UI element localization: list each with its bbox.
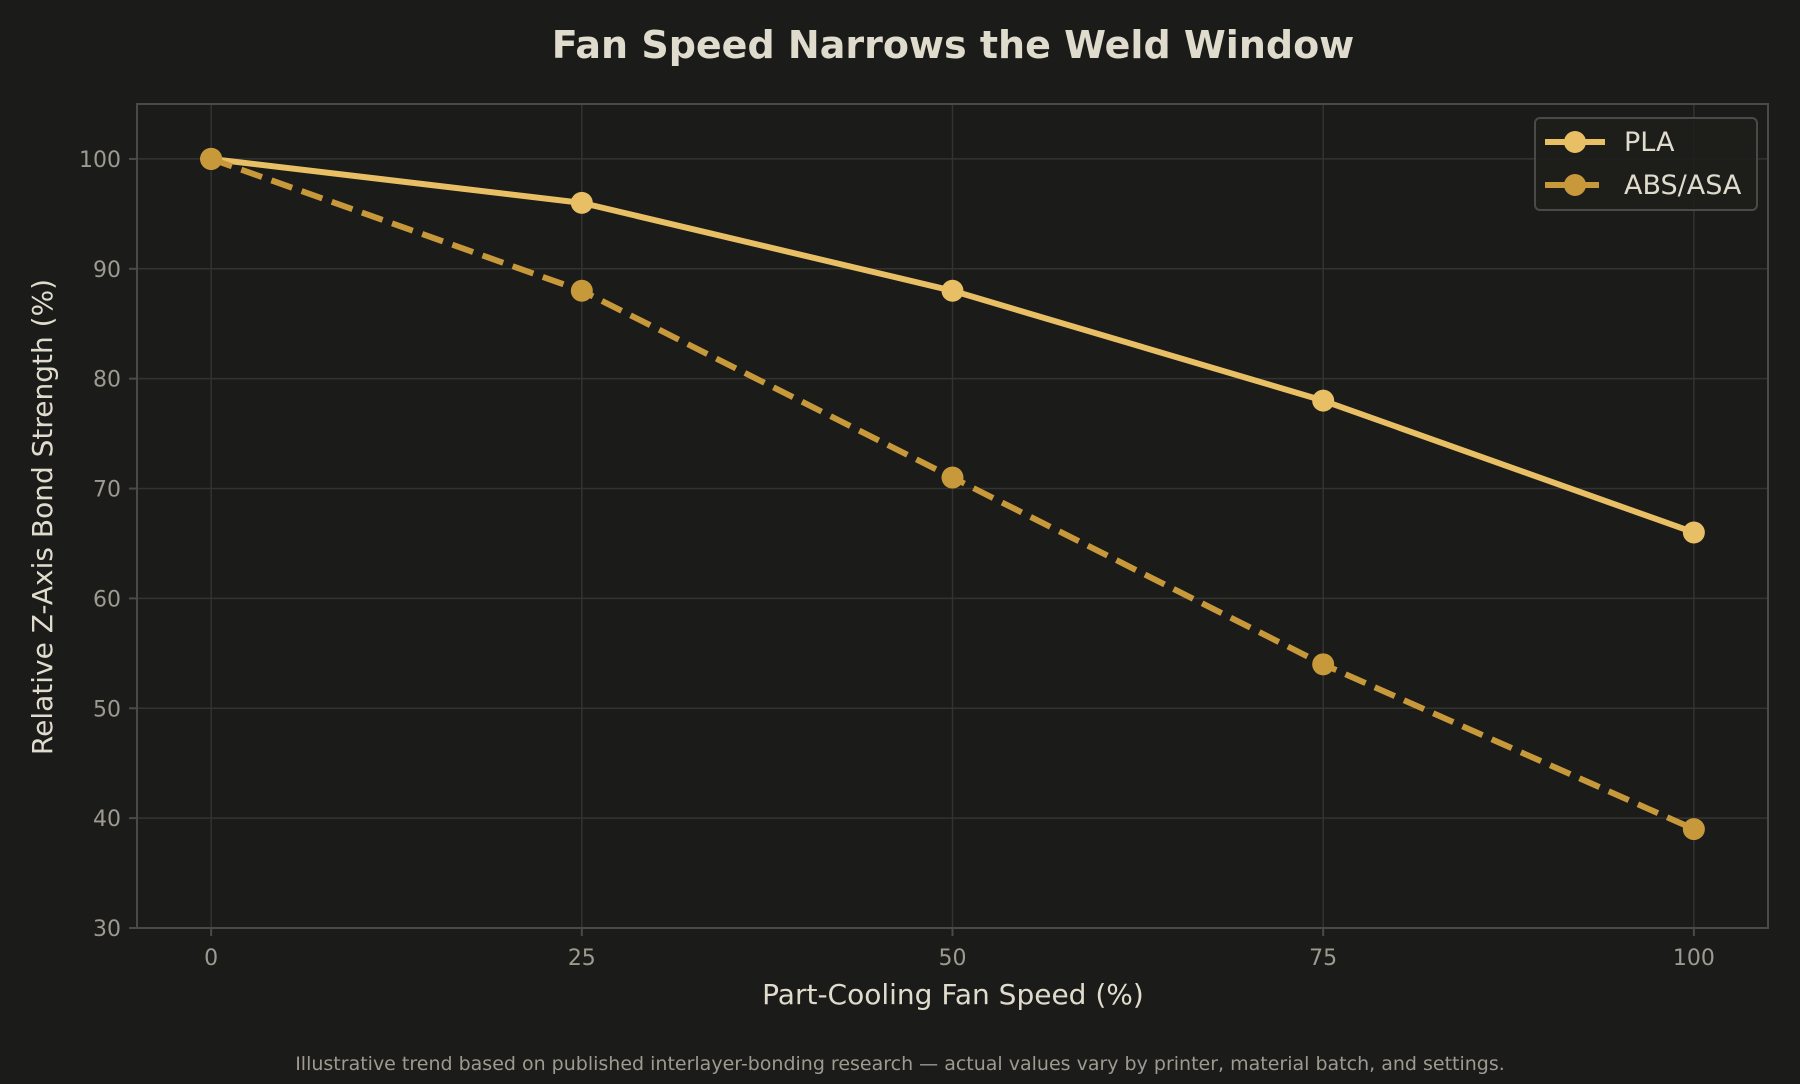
data-point-abs-asa-75 — [1312, 653, 1335, 676]
footnote: Illustrative trend based on published in… — [295, 1053, 1505, 1075]
legend-item-pla: PLA — [1545, 127, 1675, 158]
y-tick-label-30: 30 — [93, 917, 121, 942]
y-tick-label-50: 50 — [93, 697, 121, 722]
chart-title: Fan Speed Narrows the Weld Window — [552, 23, 1355, 67]
x-tick-label-100: 100 — [1673, 946, 1715, 971]
y-axis-label: Relative Z-Axis Bond Strength (%) — [26, 279, 59, 755]
series-abs-asa — [200, 147, 1705, 841]
legend-label-abs-asa: ABS/ASA — [1624, 170, 1742, 201]
x-tick-label-0: 0 — [204, 946, 218, 971]
axis-ticks: 30 40 50 60 70 80 90 100 0 25 50 75 100 — [79, 148, 1715, 971]
data-point-pla-100 — [1682, 521, 1705, 544]
y-tick-label-60: 60 — [93, 587, 121, 612]
data-point-pla-75 — [1312, 389, 1335, 412]
legend-label-pla: PLA — [1624, 127, 1675, 158]
series-pla — [200, 147, 1705, 544]
legend-item-abs-asa: ABS/ASA — [1545, 170, 1742, 201]
data-point-abs-asa-100 — [1682, 818, 1705, 841]
legend-swatch-marker-abs-asa — [1564, 174, 1586, 196]
x-tick-label-50: 50 — [939, 946, 967, 971]
y-tick-label-100: 100 — [79, 148, 121, 173]
data-point-abs-asa-0 — [200, 147, 223, 170]
x-axis-label: Part-Cooling Fan Speed (%) — [762, 978, 1144, 1011]
x-tick-label-25: 25 — [568, 946, 596, 971]
data-point-abs-asa-50 — [941, 466, 964, 489]
data-point-abs-asa-25 — [570, 279, 593, 302]
data-point-pla-25 — [570, 191, 593, 214]
data-series — [200, 147, 1705, 841]
legend-swatch-marker-pla — [1564, 131, 1586, 153]
x-tick-label-75: 75 — [1309, 946, 1337, 971]
y-tick-label-70: 70 — [93, 478, 121, 503]
y-tick-label-40: 40 — [93, 807, 121, 832]
legend: PLA ABS/ASA — [1534, 117, 1758, 211]
y-tick-label-90: 90 — [93, 258, 121, 283]
y-tick-label-80: 80 — [93, 368, 121, 393]
data-point-pla-50 — [941, 279, 964, 302]
